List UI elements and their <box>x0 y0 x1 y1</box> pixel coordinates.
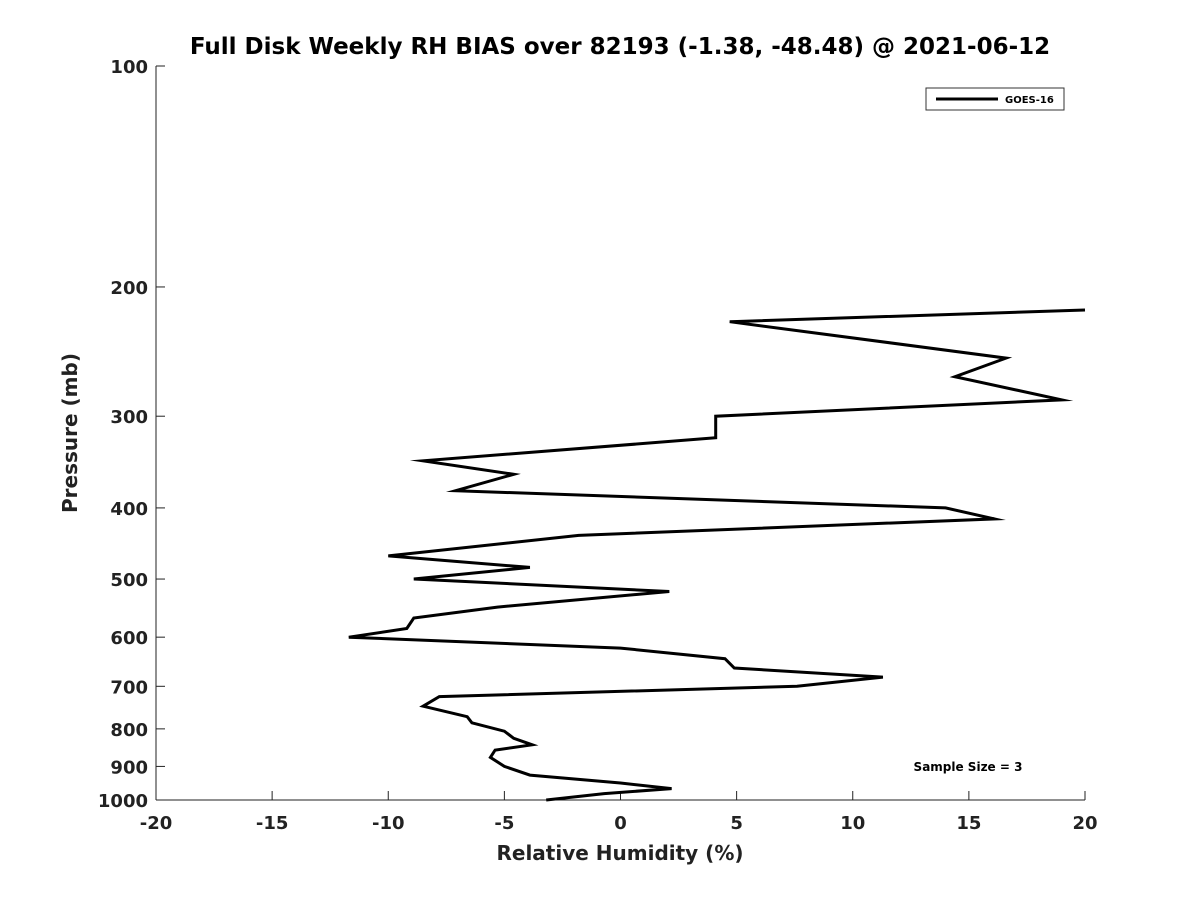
x-tick-label: 20 <box>1072 813 1097 834</box>
x-tick-label: 5 <box>730 813 743 834</box>
x-tick-label: -5 <box>494 813 514 834</box>
x-axis-label: Relative Humidity (%) <box>496 841 743 865</box>
y-axis-label: Pressure (mb) <box>58 353 82 513</box>
y-tick-label: 100 <box>110 57 148 78</box>
x-tick-label: 15 <box>956 813 981 834</box>
y-tick-label: 700 <box>110 677 148 698</box>
y-tick-label: 200 <box>110 278 148 299</box>
x-tick-label: -15 <box>256 813 289 834</box>
legend: GOES-16 <box>925 87 1065 111</box>
sample-size-annotation: Sample Size = 3 <box>914 760 1023 774</box>
series-line-goes-16 <box>348 308 1086 802</box>
x-tick-label: -10 <box>372 813 405 834</box>
y-tick-label: 900 <box>110 757 148 778</box>
y-tick-label: 300 <box>110 407 148 428</box>
legend-label: GOES-16 <box>1005 95 1054 106</box>
x-tick-label: -20 <box>140 813 173 834</box>
y-tick-label: 400 <box>110 499 148 520</box>
x-tick-label: 0 <box>614 813 627 834</box>
y-tick-label: 600 <box>110 628 148 649</box>
chart-title: Full Disk Weekly RH BIAS over 82193 (-1.… <box>190 34 1050 60</box>
x-tick-label: 10 <box>840 813 865 834</box>
series-layer <box>348 308 1086 802</box>
y-tick-label: 800 <box>110 720 148 741</box>
x-ticks: -20 -15 -10 -5 0 5 10 15 20 <box>140 791 1098 834</box>
y-ticks: 100 200 300 400 500 600 700 800 900 1000 <box>98 57 165 812</box>
y-tick-label: 500 <box>110 570 148 591</box>
y-tick-label: 1000 <box>98 791 148 812</box>
